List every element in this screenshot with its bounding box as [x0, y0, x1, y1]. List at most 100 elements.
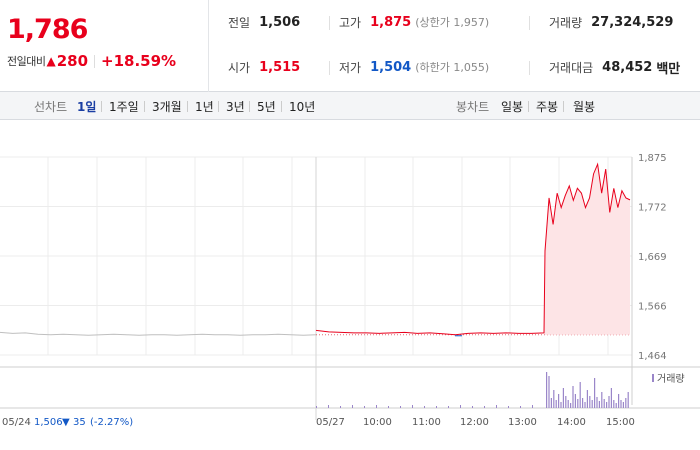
- volume-bar: [412, 405, 413, 408]
- prev-close-label: 전일: [228, 15, 251, 30]
- volume-bar: [400, 406, 401, 408]
- volume-bar: [610, 388, 612, 408]
- volume-bar: [424, 406, 425, 408]
- volume-bar: [328, 405, 329, 408]
- volume-bar: [340, 406, 341, 408]
- quote-panel: 1,786 전일대비 ▲ 280 +18.59% 전일 1,506 고가 1,8…: [0, 0, 700, 92]
- prev-close-value: 1,506: [259, 14, 301, 30]
- divider: [218, 101, 219, 112]
- period-10y-tab[interactable]: 10년: [289, 100, 316, 114]
- x-tick-label: 12:00: [460, 417, 489, 428]
- period-1y-tab[interactable]: 1년: [195, 100, 214, 114]
- current-price: 1,786: [7, 14, 88, 45]
- divider: [329, 16, 330, 30]
- volume-bar: [376, 405, 377, 408]
- period-1d-tab[interactable]: 1일: [77, 100, 97, 114]
- volume-bar: [572, 386, 574, 408]
- volume-bar: [484, 406, 485, 408]
- period-3y-tab[interactable]: 3년: [226, 100, 245, 114]
- divider: [529, 61, 530, 75]
- volume-legend-swatch: [652, 374, 654, 382]
- volume-bar: [625, 398, 627, 408]
- divider: [101, 101, 102, 112]
- volume-bar: [562, 388, 564, 408]
- divider: [144, 101, 145, 112]
- divider: [329, 61, 330, 75]
- volume-bar: [316, 406, 317, 408]
- volume-bar: [603, 399, 605, 408]
- line-chart-label: 선차트: [34, 100, 68, 114]
- volume-bar: [584, 402, 586, 408]
- price-box: 1,786 전일대비 ▲ 280 +18.59%: [0, 0, 209, 92]
- upper-limit: (상한가 1,957): [415, 16, 490, 29]
- volume-bar: [574, 394, 576, 408]
- volume-bar: [508, 406, 509, 408]
- volume-bar: [520, 406, 521, 408]
- volume-bar: [613, 400, 615, 408]
- change-value: 280: [56, 52, 89, 70]
- y-tick-label: 1,875: [638, 153, 667, 164]
- amount-unit: 백만: [656, 61, 681, 77]
- volume-bar: [582, 398, 584, 408]
- period-3m-tab[interactable]: 3개월: [152, 100, 182, 114]
- y-tick-label: 1,464: [638, 351, 667, 362]
- amount-cell: 거래대금 48,452 백만: [549, 57, 680, 77]
- volume-bar: [620, 400, 622, 408]
- candle-weekly-tab[interactable]: 주봉: [536, 100, 559, 114]
- volume-legend-label: 거래량: [657, 373, 685, 385]
- volume-bar: [601, 392, 603, 408]
- amount-label: 거래대금: [549, 60, 594, 75]
- candle-daily-tab[interactable]: 일봉: [501, 100, 524, 114]
- volume-bar: [460, 405, 461, 408]
- divider: [249, 101, 250, 112]
- volume-bar: [579, 382, 581, 408]
- low-value: 1,504: [370, 59, 412, 75]
- x-tick-label: 13:00: [508, 417, 537, 428]
- volume-bar: [596, 397, 598, 408]
- y-tick-label: 1,566: [638, 302, 667, 313]
- divider: [281, 101, 282, 112]
- volume-bar: [532, 405, 533, 408]
- up-arrow-icon: ▲: [46, 54, 56, 68]
- candle-chart-label: 봉차트: [456, 100, 490, 114]
- period-5y-tab[interactable]: 5년: [257, 100, 276, 114]
- volume-bar: [606, 402, 608, 408]
- volume-bar: [436, 406, 437, 408]
- volume-bar: [548, 376, 550, 408]
- volume-bar: [627, 392, 629, 408]
- x-tick-label: 05/27: [316, 417, 345, 428]
- volume-bar: [589, 396, 591, 408]
- chart-svg: 1,875 1,772 1,669 1,566 1,464 거래량 05/24 1,506…: [0, 153, 700, 428]
- volume-bar: [622, 402, 624, 408]
- amount-value: 48,452: [602, 59, 653, 75]
- change-percent: +18.59%: [101, 52, 177, 70]
- x-tick-label: 14:00: [557, 417, 586, 428]
- period-1w-tab[interactable]: 1주일: [109, 100, 139, 114]
- volume-bar: [594, 378, 596, 408]
- volume-value: 27,324,529: [591, 14, 674, 30]
- divider: [187, 101, 188, 112]
- price-chart: 1,875 1,772 1,669 1,566 1,464 거래량 05/24 1,506…: [0, 120, 700, 450]
- low-cell: 저가 1,504 (하한가 1,055): [339, 57, 489, 77]
- volume-bar: [555, 400, 557, 408]
- volume-bar: [586, 390, 588, 408]
- change-row: 전일대비 ▲ 280 +18.59%: [7, 52, 176, 70]
- volume-bar: [577, 399, 579, 408]
- high-cell: 고가 1,875 (상한가 1,957): [339, 12, 489, 32]
- x-tick-label: 10:00: [363, 417, 392, 428]
- volume-bar: [496, 405, 497, 408]
- high-label: 고가: [339, 15, 362, 30]
- volume-bar: [567, 400, 569, 408]
- volume-bar: [570, 403, 572, 408]
- volume-bar: [608, 396, 610, 408]
- price-line: [315, 162, 631, 336]
- divider: [529, 16, 530, 30]
- candle-monthly-tab[interactable]: 월봉: [573, 100, 596, 114]
- open-value: 1,515: [259, 59, 301, 75]
- prev-day-date: 05/24: [2, 417, 31, 428]
- x-tick-label: 11:00: [412, 417, 441, 428]
- prev-close-cell: 전일 1,506: [228, 12, 300, 32]
- volume-bar: [615, 403, 617, 408]
- volume-bar: [591, 400, 593, 408]
